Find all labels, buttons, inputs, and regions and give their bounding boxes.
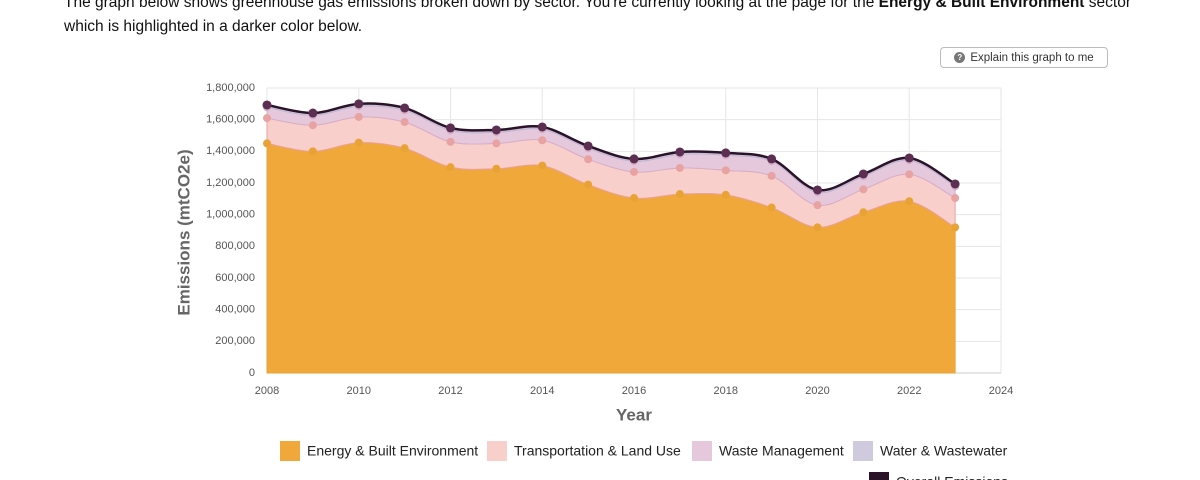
x-tick-label: 2018 bbox=[714, 385, 738, 397]
legend-swatch bbox=[692, 441, 712, 461]
x-tick-label: 2010 bbox=[347, 385, 371, 397]
x-tick-label: 2024 bbox=[989, 385, 1013, 397]
y-tick-label: 1,000,000 bbox=[206, 209, 255, 221]
y-tick-label: 400,000 bbox=[215, 304, 255, 316]
point bbox=[630, 194, 638, 203]
y-tick-label: 800,000 bbox=[215, 240, 255, 252]
overall-point bbox=[767, 154, 777, 164]
legend-label: Transportation & Land Use bbox=[514, 443, 681, 459]
point bbox=[446, 163, 455, 172]
intro-text: The graph below shows greenhouse gas emi… bbox=[64, 0, 1134, 39]
point bbox=[675, 190, 684, 199]
y-tick-label: 1,200,000 bbox=[206, 177, 255, 189]
point bbox=[584, 180, 593, 189]
overall-line bbox=[266, 102, 956, 192]
point bbox=[263, 139, 271, 148]
overall-point bbox=[813, 185, 822, 195]
legend-swatch bbox=[487, 441, 507, 461]
x-tick-label: 2016 bbox=[622, 385, 646, 397]
overall-point bbox=[491, 125, 501, 135]
point bbox=[446, 137, 455, 146]
point bbox=[813, 201, 822, 210]
legend-label: Waste Management bbox=[719, 443, 844, 459]
point bbox=[630, 167, 638, 176]
overall-point bbox=[400, 103, 410, 113]
point bbox=[813, 223, 822, 232]
point bbox=[354, 112, 363, 121]
help-icon: ? bbox=[954, 52, 966, 63]
overall-point bbox=[537, 122, 547, 132]
explain-button[interactable]: ? Explain this graph to me bbox=[940, 47, 1108, 68]
overall-point bbox=[446, 123, 455, 133]
point bbox=[492, 164, 501, 173]
point bbox=[263, 114, 271, 123]
x-tick-label: 2020 bbox=[805, 385, 829, 397]
point bbox=[584, 155, 593, 164]
overall-point bbox=[858, 169, 868, 179]
button-label: Explain this graph to me bbox=[970, 51, 1094, 64]
point bbox=[538, 161, 547, 170]
intro-before: The graph below shows greenhouse gas emi… bbox=[64, 0, 879, 11]
x-tick-label: 2022 bbox=[897, 385, 921, 397]
point bbox=[767, 203, 776, 212]
overall-point bbox=[721, 148, 731, 158]
point bbox=[767, 171, 776, 180]
overall-point bbox=[950, 179, 960, 189]
overall-point bbox=[629, 154, 639, 164]
legend-label: Overall Emissions bbox=[896, 474, 1008, 480]
legend-swatch bbox=[280, 441, 300, 461]
point bbox=[859, 208, 868, 217]
y-tick-label: 1,600,000 bbox=[206, 114, 255, 126]
x-tick-label: 2012 bbox=[438, 385, 462, 397]
legend-label: Energy & Built Environment bbox=[307, 443, 478, 459]
overall-point bbox=[262, 100, 272, 110]
legend-swatch bbox=[853, 441, 873, 461]
x-tick-label: 2008 bbox=[255, 385, 279, 397]
point bbox=[492, 139, 501, 148]
point bbox=[308, 121, 317, 130]
y-tick-label: 0 bbox=[249, 367, 255, 379]
point bbox=[859, 185, 868, 194]
point bbox=[951, 194, 960, 203]
x-tick-label: 2014 bbox=[530, 385, 554, 397]
overall-point bbox=[583, 141, 593, 151]
y-tick-label: 1,400,000 bbox=[206, 145, 255, 157]
point bbox=[721, 190, 730, 199]
y-tick-label: 600,000 bbox=[215, 272, 255, 284]
legend-label: Water & Wastewater bbox=[880, 443, 1008, 459]
x-axis-title: Year bbox=[616, 405, 652, 424]
intro-bold: Energy & Built Environment bbox=[878, 0, 1085, 11]
point bbox=[675, 163, 684, 172]
intro-after: sector which is highlighted in a darker … bbox=[64, 0, 1131, 35]
point bbox=[905, 197, 914, 206]
y-axis-title: Emissions (mtCO2e) bbox=[174, 149, 193, 315]
overall-point bbox=[354, 99, 364, 109]
point bbox=[905, 170, 914, 179]
y-tick-label: 200,000 bbox=[215, 335, 255, 347]
overall-point bbox=[308, 108, 318, 118]
legend-swatch bbox=[869, 472, 889, 480]
point bbox=[721, 166, 730, 175]
y-tick-label: 1,800,000 bbox=[206, 82, 255, 94]
point bbox=[538, 136, 547, 145]
point bbox=[400, 144, 409, 153]
point bbox=[951, 223, 960, 232]
point bbox=[308, 147, 317, 156]
point bbox=[354, 138, 363, 147]
overall-point bbox=[904, 153, 914, 163]
point bbox=[400, 118, 409, 127]
overall-point bbox=[675, 147, 685, 157]
